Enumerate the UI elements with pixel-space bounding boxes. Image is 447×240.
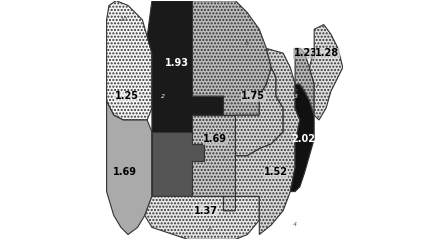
Text: 4: 4: [293, 222, 297, 228]
Text: 10: 10: [119, 17, 127, 22]
Text: 1.25: 1.25: [115, 91, 139, 101]
Polygon shape: [106, 1, 152, 120]
Text: 1.69: 1.69: [203, 134, 227, 144]
Polygon shape: [290, 84, 314, 192]
Text: 5: 5: [245, 41, 249, 46]
Polygon shape: [147, 1, 224, 196]
Polygon shape: [236, 67, 283, 156]
Polygon shape: [224, 48, 300, 234]
Text: 1.28: 1.28: [315, 48, 339, 58]
Text: 2: 2: [294, 89, 298, 94]
Text: 6: 6: [207, 227, 211, 232]
Text: 9: 9: [114, 113, 118, 118]
Text: 2: 2: [160, 94, 164, 99]
Polygon shape: [193, 115, 236, 211]
Text: 1.75: 1.75: [241, 91, 266, 101]
Polygon shape: [106, 101, 152, 234]
Polygon shape: [193, 1, 271, 115]
Text: 3: 3: [294, 94, 298, 99]
Text: 2.02: 2.02: [291, 134, 316, 144]
Polygon shape: [309, 24, 343, 120]
Text: 7: 7: [222, 156, 225, 161]
Text: 1.37: 1.37: [194, 206, 218, 216]
Polygon shape: [295, 48, 314, 115]
Text: 1.52: 1.52: [264, 168, 288, 178]
Text: 1.23: 1.23: [294, 48, 318, 58]
Text: 1.69: 1.69: [113, 168, 136, 178]
Polygon shape: [152, 132, 204, 196]
Polygon shape: [145, 196, 259, 239]
Text: 1.93: 1.93: [165, 58, 189, 68]
Text: 1: 1: [316, 82, 320, 87]
